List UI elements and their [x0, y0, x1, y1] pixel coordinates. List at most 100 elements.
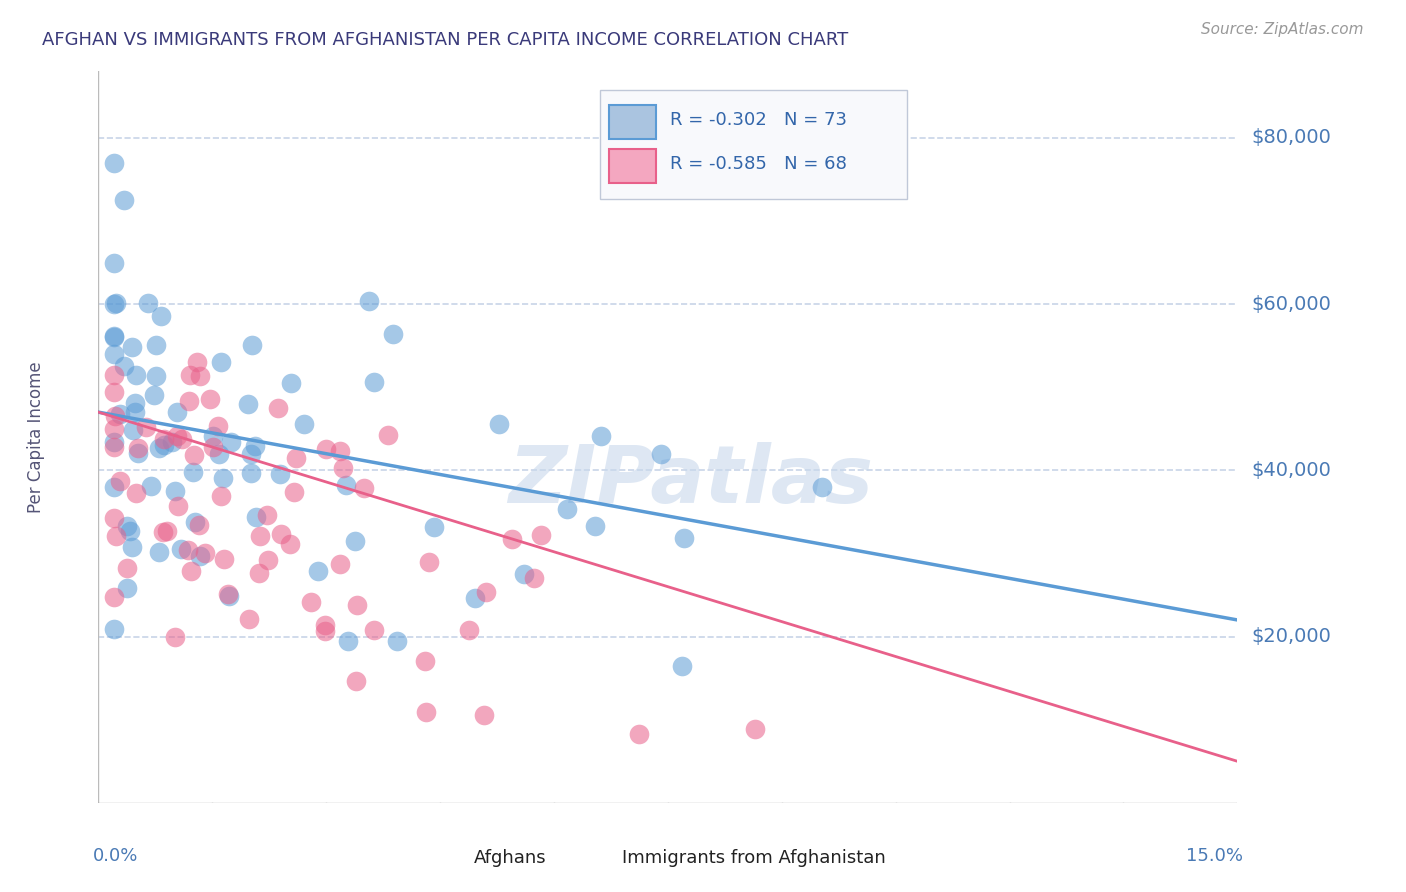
Point: [359, 293, 381, 308]
Point: [103, 622, 125, 636]
Point: [145, 337, 167, 351]
Point: [314, 618, 336, 632]
Point: [474, 585, 496, 599]
Point: [218, 590, 240, 604]
Point: [166, 405, 188, 419]
Point: [177, 393, 200, 408]
FancyBboxPatch shape: [586, 847, 616, 868]
Point: [238, 397, 260, 411]
Point: [184, 515, 207, 529]
Point: [103, 156, 125, 170]
Point: [501, 532, 523, 546]
Point: [110, 474, 132, 488]
Point: [238, 612, 260, 626]
Point: [165, 630, 187, 644]
Point: [103, 328, 125, 343]
Point: [555, 502, 578, 516]
Text: $20,000: $20,000: [1251, 627, 1331, 646]
Point: [188, 369, 211, 384]
Point: [591, 429, 613, 443]
Text: Afghans: Afghans: [474, 848, 547, 867]
Text: Source: ZipAtlas.com: Source: ZipAtlas.com: [1201, 22, 1364, 37]
Point: [121, 340, 143, 354]
Point: [336, 634, 359, 648]
Point: [103, 384, 125, 399]
Point: [240, 338, 263, 352]
Point: [219, 434, 242, 449]
Text: R = -0.585   N = 68: R = -0.585 N = 68: [671, 155, 846, 173]
Point: [363, 623, 385, 637]
Text: 0.0%: 0.0%: [93, 847, 138, 864]
Point: [138, 295, 160, 310]
Point: [299, 595, 322, 609]
Point: [125, 486, 148, 500]
Text: Per Capita Income: Per Capita Income: [27, 361, 45, 513]
Point: [672, 531, 695, 545]
Point: [208, 447, 231, 461]
Point: [115, 519, 138, 533]
Point: [283, 484, 305, 499]
Point: [353, 481, 375, 495]
Point: [180, 565, 202, 579]
Point: [811, 480, 834, 494]
Point: [202, 440, 225, 454]
Point: [155, 524, 177, 538]
Point: [385, 633, 408, 648]
Point: [177, 543, 200, 558]
Point: [423, 520, 446, 534]
Point: [270, 526, 292, 541]
Point: [103, 256, 125, 270]
Point: [418, 555, 440, 569]
Point: [344, 674, 367, 689]
Point: [329, 443, 352, 458]
Point: [103, 347, 125, 361]
Point: [335, 478, 357, 492]
Point: [142, 388, 165, 402]
Point: [344, 534, 367, 549]
Point: [256, 508, 278, 522]
Text: $60,000: $60,000: [1251, 294, 1331, 314]
Point: [513, 566, 536, 581]
Point: [104, 529, 127, 543]
FancyBboxPatch shape: [609, 149, 657, 183]
Point: [115, 581, 138, 595]
Point: [207, 418, 229, 433]
Point: [103, 368, 125, 383]
Point: [269, 467, 291, 481]
Point: [124, 396, 146, 410]
Point: [377, 428, 399, 442]
Point: [179, 368, 201, 382]
Point: [167, 499, 190, 513]
Point: [188, 549, 211, 563]
Point: [247, 566, 270, 580]
Point: [530, 528, 553, 542]
Point: [186, 354, 208, 368]
Point: [415, 654, 437, 668]
Point: [103, 329, 125, 343]
Point: [346, 598, 368, 612]
Point: [278, 537, 301, 551]
Point: [163, 483, 186, 498]
Point: [314, 624, 336, 638]
FancyBboxPatch shape: [609, 105, 657, 138]
Point: [108, 408, 131, 422]
Point: [472, 707, 495, 722]
Text: AFGHAN VS IMMIGRANTS FROM AFGHANISTAN PER CAPITA INCOME CORRELATION CHART: AFGHAN VS IMMIGRANTS FROM AFGHANISTAN PE…: [42, 31, 848, 49]
Point: [127, 445, 149, 459]
Point: [329, 557, 352, 571]
Point: [212, 552, 235, 566]
Point: [266, 401, 288, 415]
FancyBboxPatch shape: [599, 90, 907, 200]
Point: [257, 553, 280, 567]
Point: [124, 368, 146, 383]
Point: [198, 392, 221, 406]
Point: [187, 517, 209, 532]
Point: [145, 368, 167, 383]
Point: [135, 420, 157, 434]
Point: [211, 471, 233, 485]
Point: [201, 429, 224, 443]
Point: [148, 442, 170, 456]
Point: [103, 511, 125, 525]
Point: [292, 417, 315, 431]
Point: [112, 194, 135, 208]
